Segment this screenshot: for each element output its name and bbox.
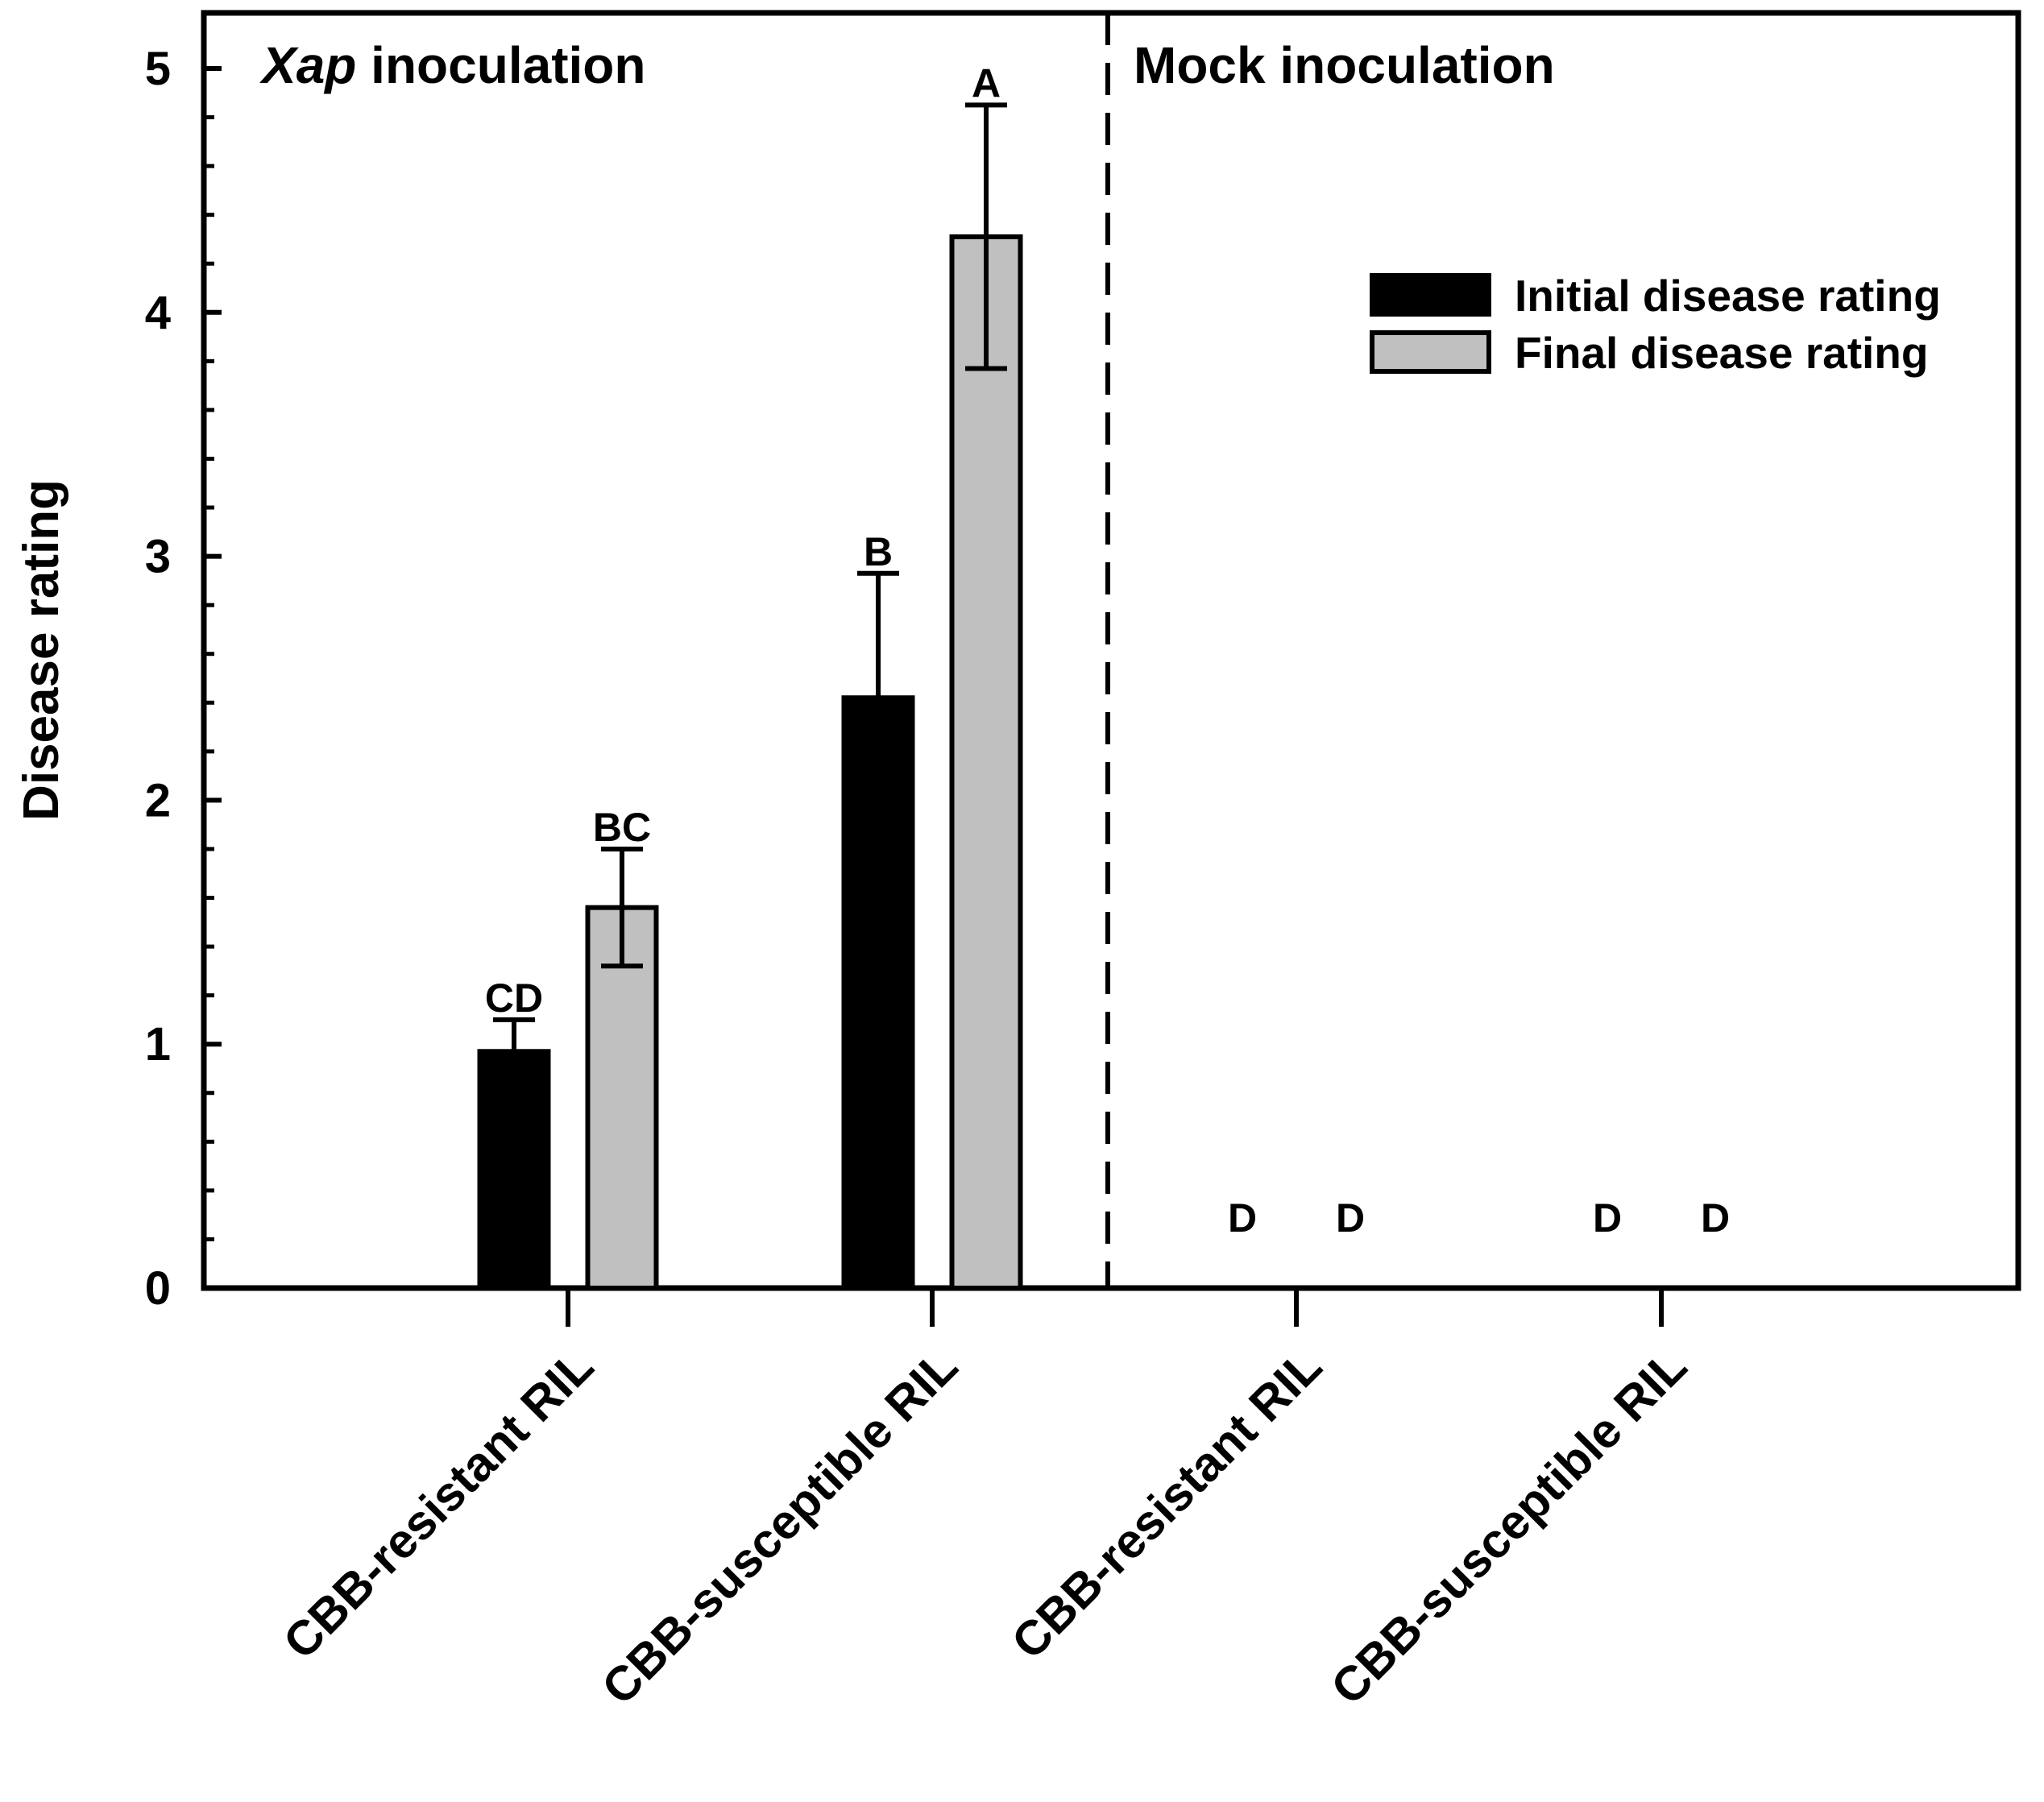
y-tick-label: 3 [145,531,171,583]
bar [585,905,659,1290]
significance-letter: BC [593,805,651,850]
panel-title-mock: Mock inoculation [1134,36,1555,94]
y-tick-label: 0 [145,1262,171,1315]
x-tick-label: CBB-resistant RIL [1001,1339,1332,1669]
y-tick-label: 1 [145,1018,171,1071]
error-bars [493,102,1007,1052]
panel-title-xap: Xap inoculation [259,36,645,94]
significance-letter: A [972,60,1001,106]
significance-letter: CD [485,976,543,1021]
x-tick-label: CBB-susceptible RIL [1321,1339,1697,1715]
legend-swatch-final [1370,330,1491,374]
legend-label-initial: Initial disease rating [1515,271,1941,321]
x-tick-label: CBB-susceptible RIL [591,1339,968,1715]
y-tick-label: 2 [145,774,171,826]
bar [477,1049,551,1291]
significance-letter: B [864,529,893,574]
legend-label-final: Final disease rating [1515,328,1929,378]
bar [949,234,1023,1290]
y-axis-label: Disease rating [14,479,69,821]
significance-letters: CD B D D BC A D D [485,60,1730,1241]
legend: Initial disease rating Final disease rat… [1370,271,1941,378]
legend-swatch-initial [1370,273,1491,317]
significance-letter: D [1336,1195,1365,1241]
plot-frame [201,10,2021,1291]
bar [841,695,915,1290]
y-tick-label: 5 [145,43,171,95]
significance-letter: D [1228,1195,1257,1241]
y-tick-label: 4 [145,287,171,339]
panel-title-xap-italic: Xap [259,36,356,94]
significance-letter: D [1701,1195,1730,1241]
y-axis: 0 1 2 3 4 5 [145,43,222,1315]
bars [477,234,1023,1291]
x-tick-label: CBB-resistant RIL [273,1339,603,1669]
panel-title-xap-rest: inoculation [356,36,645,94]
significance-letter: D [1593,1195,1622,1241]
